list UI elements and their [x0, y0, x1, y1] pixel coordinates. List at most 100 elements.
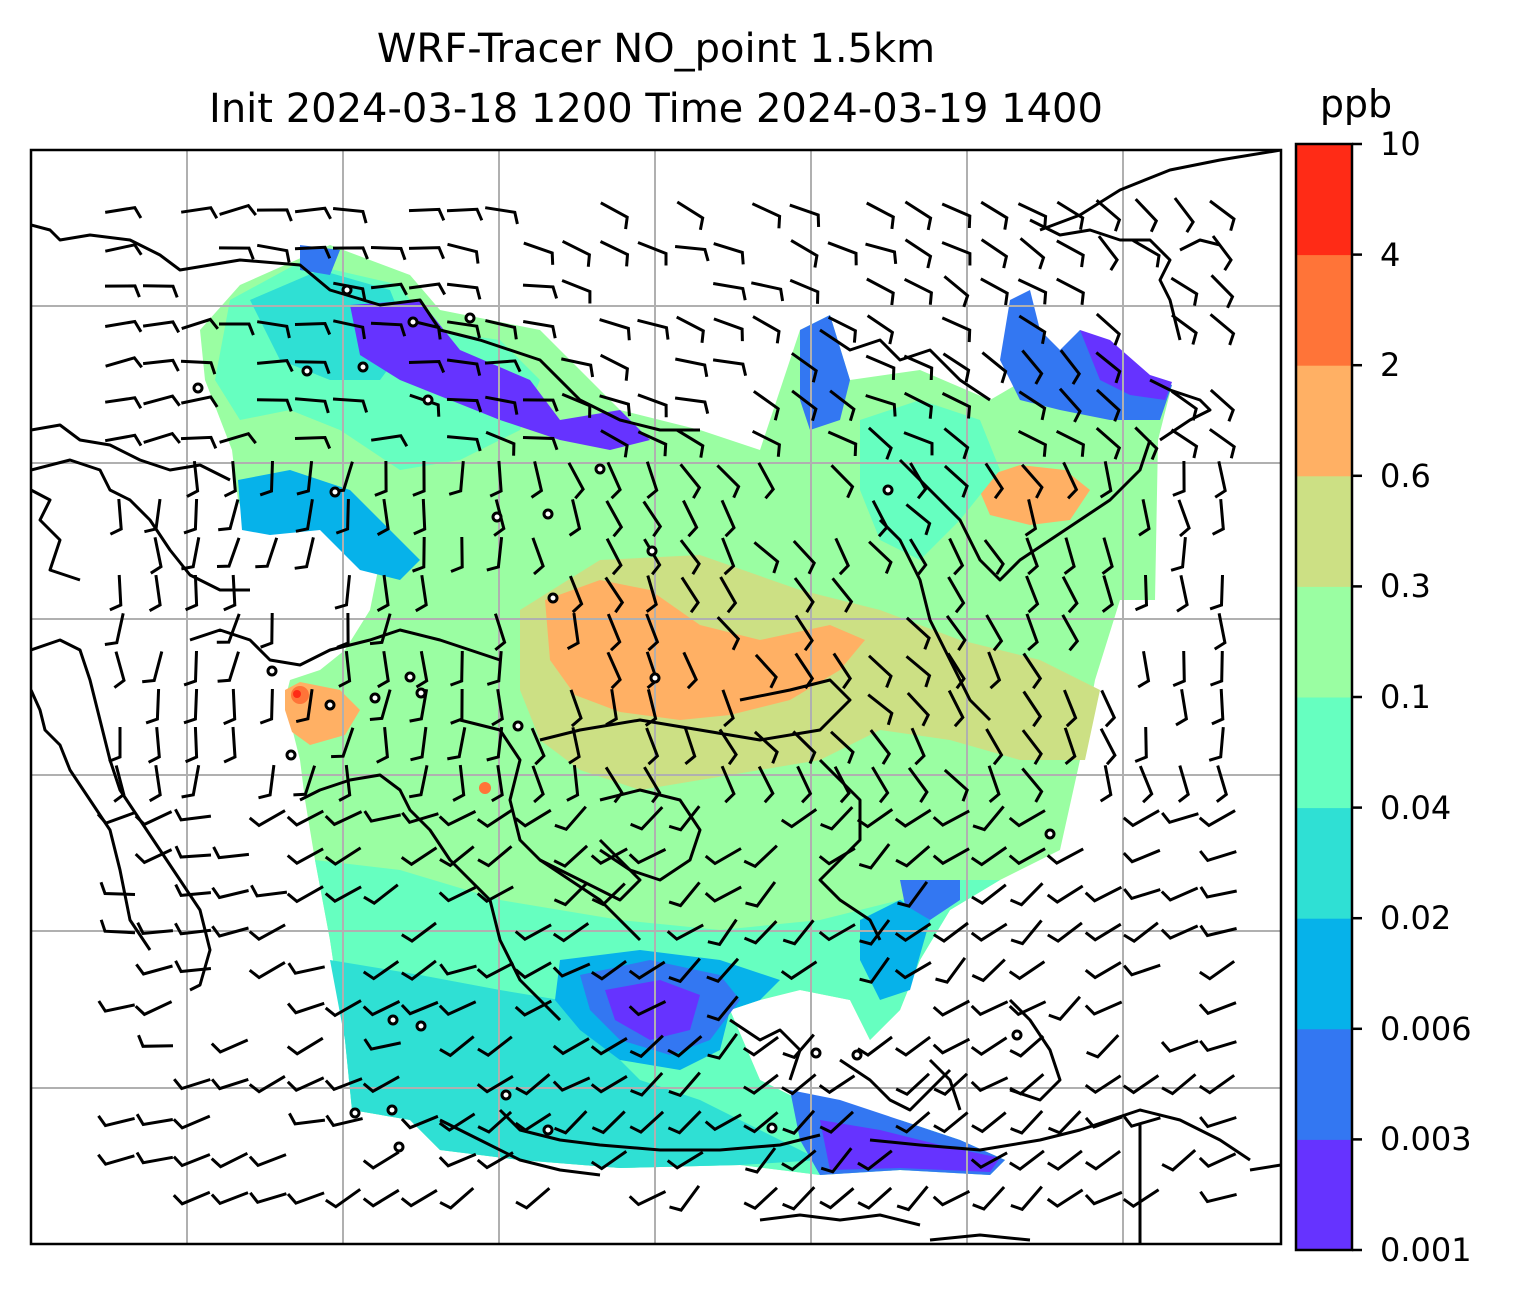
wind-barb — [682, 499, 699, 538]
wind-barb — [484, 206, 519, 225]
wind-barb — [135, 963, 173, 976]
wind-barb — [174, 808, 212, 822]
wind-barb — [985, 614, 1004, 652]
wind-barb — [409, 393, 441, 417]
wind-barb — [905, 655, 932, 688]
wind-barb — [1209, 574, 1224, 611]
wind-barb — [637, 241, 668, 266]
wind-barb — [174, 883, 212, 897]
colorbar-unit-label: ppb — [1319, 82, 1393, 126]
wind-barb — [752, 315, 781, 344]
wind-barb — [743, 1073, 779, 1095]
colorbar-segment — [1296, 254, 1352, 366]
wind-barb — [1046, 884, 1084, 904]
wind-barb — [294, 206, 332, 220]
wind-barb — [1208, 726, 1225, 762]
contour-0.001-se — [820, 1120, 1000, 1172]
wind-barb — [286, 1191, 325, 1205]
calm-wind-marker — [341, 284, 353, 296]
calm-wind-marker — [766, 1122, 778, 1134]
wind-barb — [720, 765, 736, 804]
concentration-field — [200, 245, 1172, 1175]
wind-barb — [590, 1075, 628, 1094]
calm-wind-marker — [882, 484, 894, 496]
wind-barb — [628, 848, 667, 865]
wind-barb — [411, 536, 426, 573]
wind-barb — [866, 201, 895, 230]
wind-barb — [1176, 574, 1189, 613]
wind-barb — [449, 650, 464, 687]
wind-barb — [370, 282, 408, 296]
wind-barb — [1022, 690, 1043, 728]
wind-barb — [294, 321, 332, 336]
wind-barb — [599, 394, 631, 417]
wind-barb — [970, 1151, 1008, 1170]
wind-barb — [1056, 277, 1085, 305]
wind-barb — [1100, 689, 1117, 728]
wind-barb — [522, 398, 559, 412]
wind-barb — [369, 689, 392, 721]
wind-barb — [477, 1110, 513, 1134]
calm-wind-marker — [301, 365, 313, 377]
wind-barb — [1134, 198, 1159, 233]
calm-wind-marker — [357, 361, 369, 373]
wind-barb — [1198, 1001, 1237, 1016]
wind-barb — [216, 537, 241, 568]
wind-barb — [894, 922, 932, 943]
wind-barb — [606, 651, 622, 690]
wind-barb — [1198, 960, 1236, 981]
wind-barb — [333, 281, 367, 301]
wind-barb — [867, 693, 894, 726]
wind-barb — [408, 207, 446, 221]
wind-barb — [865, 242, 898, 265]
wind-barb — [1209, 313, 1236, 346]
wind-barb — [477, 845, 513, 868]
wind-barb — [1047, 1149, 1083, 1171]
wind-barb — [791, 389, 818, 422]
wind-barb — [1160, 924, 1199, 940]
wind-barb — [447, 727, 467, 761]
wind-barb — [446, 320, 481, 339]
calm-wind-marker — [491, 511, 503, 523]
wind-barb — [294, 537, 315, 570]
wind-barb — [256, 208, 293, 222]
colorbar-segment — [1296, 144, 1352, 256]
calm-wind-marker — [422, 394, 434, 406]
wind-barb — [1099, 461, 1113, 499]
wind-barb — [212, 846, 250, 860]
wind-barb — [96, 811, 135, 825]
wind-barb — [438, 1000, 477, 1016]
wind-barb — [219, 431, 257, 445]
wind-barb — [1211, 498, 1225, 536]
wind-barb — [1025, 537, 1039, 576]
wind-barb — [491, 764, 504, 803]
wind-barb — [946, 652, 966, 690]
wind-barb — [1170, 276, 1199, 306]
wind-barb — [869, 729, 892, 765]
wind-barb — [629, 1034, 664, 1059]
wind-barb — [450, 536, 464, 573]
wind-barb — [438, 810, 477, 827]
wind-barb — [600, 201, 629, 230]
wind-barb — [971, 958, 1006, 983]
wind-barb — [181, 317, 219, 331]
wind-barb — [446, 397, 483, 413]
wind-barb — [1061, 576, 1079, 614]
wind-barb — [293, 765, 317, 797]
wind-barb — [970, 1076, 1009, 1093]
calm-wind-marker — [500, 1089, 512, 1101]
wind-barb — [400, 1189, 438, 1208]
wind-barb — [143, 431, 181, 444]
wind-barb — [941, 241, 972, 266]
wind-barb — [895, 1072, 931, 1096]
calm-wind-marker — [329, 486, 341, 498]
wind-barb — [831, 577, 854, 613]
wind-barb — [522, 320, 557, 339]
wind-barb — [971, 1111, 1007, 1134]
wind-barb — [248, 1075, 286, 1094]
wind-barb — [718, 728, 738, 766]
wind-barb — [1017, 202, 1048, 229]
wind-barb — [105, 356, 143, 369]
wind-barb — [104, 205, 143, 219]
wind-barb — [324, 1188, 362, 1209]
